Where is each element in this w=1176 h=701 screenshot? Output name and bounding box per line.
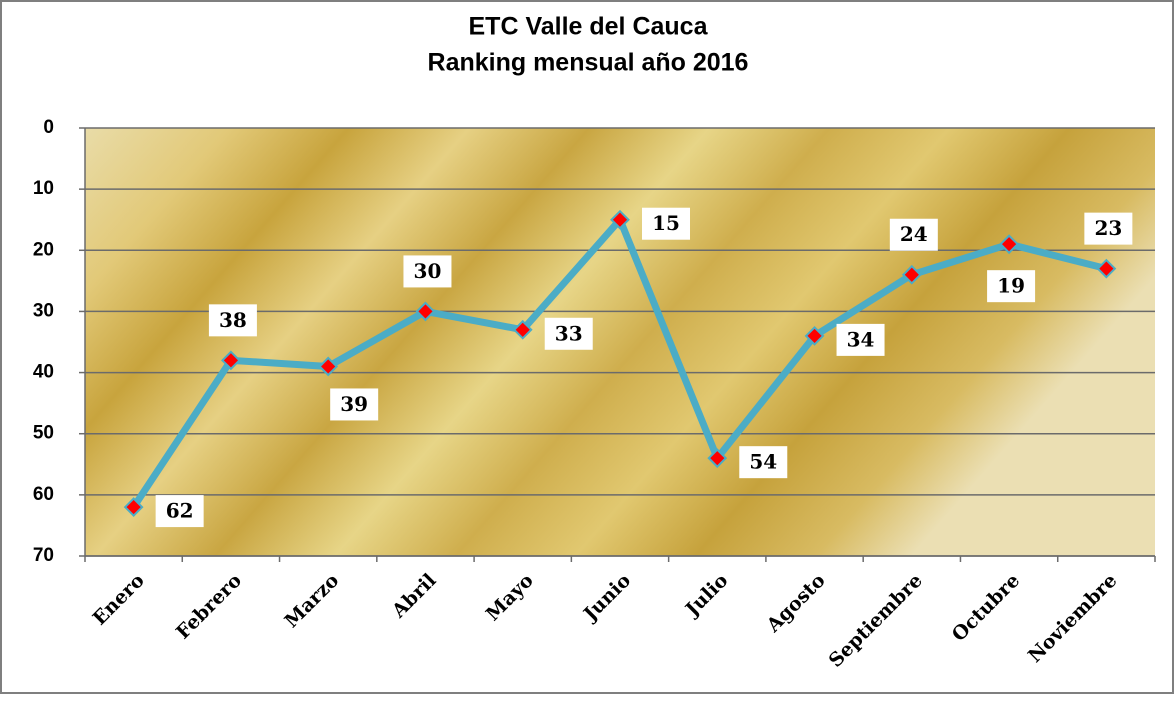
data-label-box [208, 304, 257, 337]
marker [999, 234, 1019, 255]
y-tick-label: 60 [33, 484, 54, 505]
data-label-box [1084, 212, 1133, 245]
data-label-box [155, 495, 204, 528]
data-label: 38 [219, 308, 247, 332]
marker [901, 264, 922, 285]
y-tick-label: 40 [33, 362, 54, 383]
chart-subtitle: Ranking mensual año 2016 [428, 49, 749, 77]
marker [415, 301, 436, 322]
data-label-box [544, 317, 593, 350]
chart-title: ETC Valle del Cauca [469, 13, 709, 41]
y-tick-label: 20 [33, 239, 54, 260]
plot-area [85, 128, 1155, 556]
marker [123, 497, 144, 517]
marker [221, 350, 241, 371]
data-label: 33 [555, 321, 583, 345]
marker [318, 356, 339, 377]
marker [512, 319, 533, 340]
data-label: 34 [847, 327, 875, 351]
data-label-box [403, 255, 452, 288]
data-label-box [739, 446, 788, 479]
marker [1096, 258, 1117, 279]
data-label: 62 [166, 499, 194, 523]
marker [610, 209, 630, 230]
data-label: 54 [749, 450, 777, 474]
data-label-box [836, 323, 885, 356]
data-label-box [987, 270, 1036, 303]
data-label-box [889, 218, 938, 251]
data-label: 15 [652, 211, 680, 235]
data-label: 23 [1094, 216, 1122, 240]
data-label: 19 [997, 274, 1025, 298]
y-tick-label: 30 [33, 300, 54, 321]
y-tick-label: 10 [33, 178, 54, 199]
data-label: 24 [900, 222, 928, 246]
y-tick-label: 70 [33, 545, 54, 566]
data-label-box [330, 388, 379, 421]
data-label-box [642, 207, 690, 240]
data-label: 39 [340, 392, 368, 416]
marker [804, 325, 825, 346]
y-tick-label: 0 [43, 117, 54, 138]
y-tick-label: 50 [33, 423, 54, 444]
marker [707, 448, 728, 469]
data-label: 30 [414, 259, 442, 283]
